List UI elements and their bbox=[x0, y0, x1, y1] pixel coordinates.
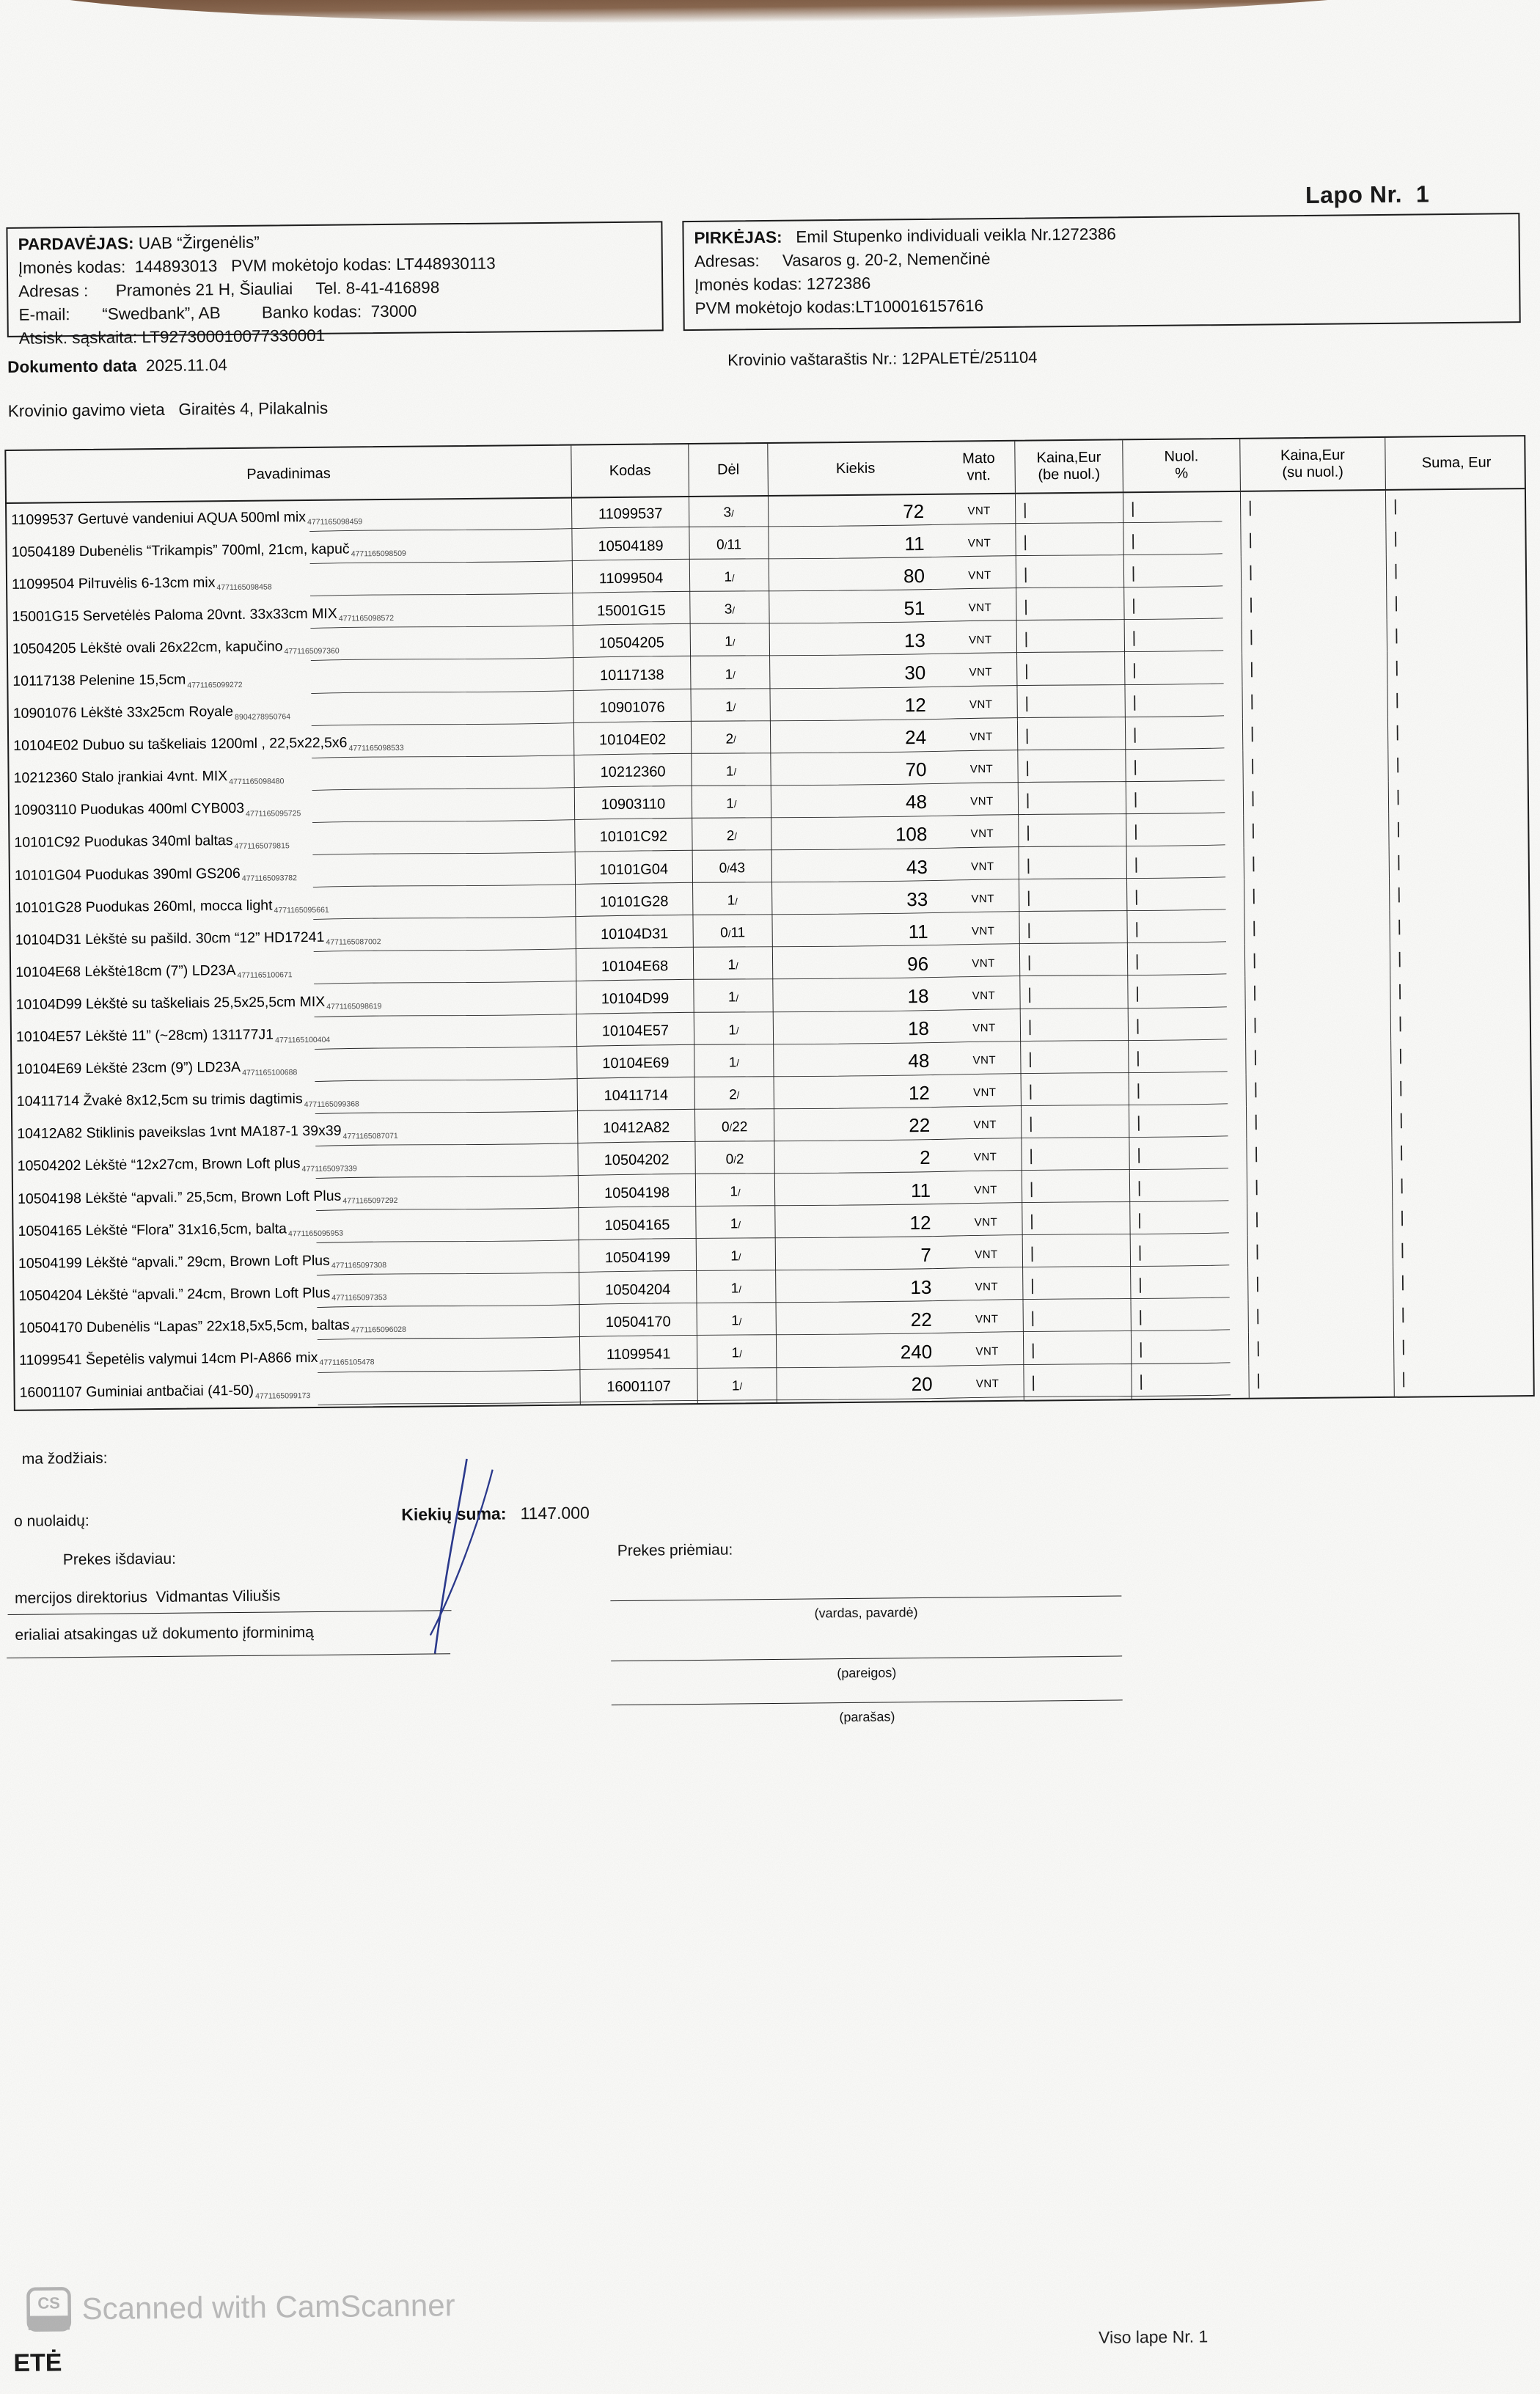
svg-text:CS: CS bbox=[37, 2294, 60, 2312]
